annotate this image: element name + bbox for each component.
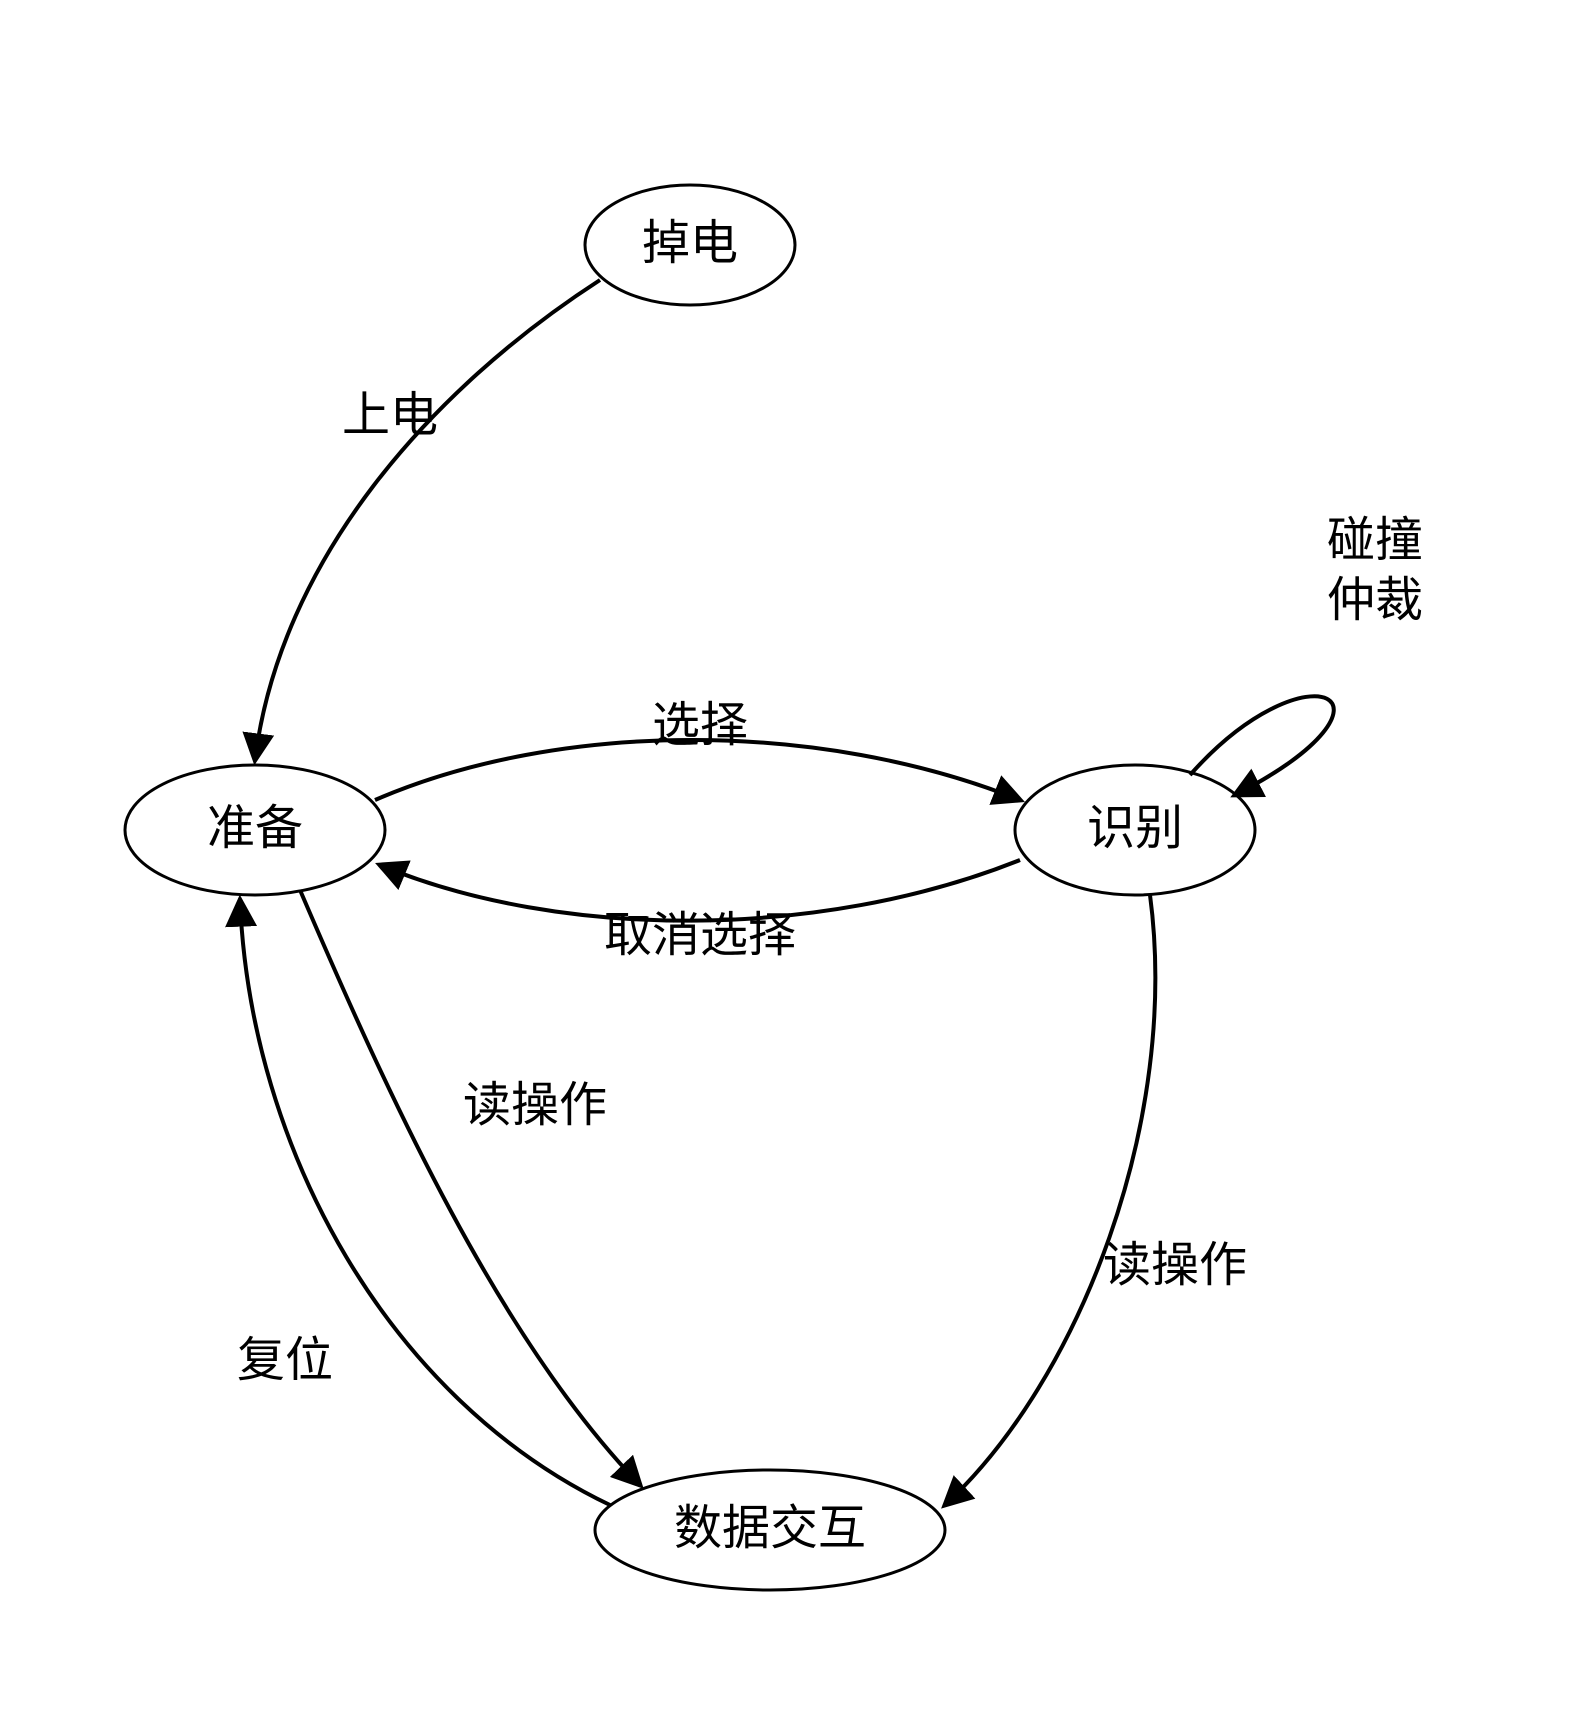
edge-read-left — [300, 890, 640, 1485]
svg-text:数据交互: 数据交互 — [674, 1502, 866, 1555]
node-ready: 准备 — [125, 765, 385, 895]
edge-read-right — [945, 895, 1155, 1505]
edge-read-right-label: 读操作 — [1103, 1239, 1247, 1292]
edge-collision-label-2: 仲裁 — [1327, 574, 1423, 627]
edge-power-on — [255, 280, 600, 760]
svg-text:识别: 识别 — [1087, 802, 1183, 855]
svg-text:掉电: 掉电 — [642, 217, 738, 270]
node-power-off: 掉电 — [585, 185, 795, 305]
edge-deselect-label: 取消选择 — [604, 909, 796, 962]
edge-select-label: 选择 — [652, 699, 748, 752]
node-identify: 识别 — [1015, 765, 1255, 895]
node-data: 数据交互 — [595, 1470, 945, 1590]
svg-text:准备: 准备 — [207, 802, 303, 855]
edge-read-left-label: 读操作 — [463, 1079, 607, 1132]
edge-power-on-label: 上电 — [342, 389, 438, 442]
state-diagram: 上电 选择 取消选择 碰撞 仲裁 读操作 读操作 复位 掉电 准备 识别 数据交… — [0, 0, 1587, 1715]
edge-reset — [240, 900, 610, 1505]
edge-collision-label-1: 碰撞 — [1327, 514, 1423, 567]
edge-reset-label: 复位 — [237, 1334, 333, 1387]
